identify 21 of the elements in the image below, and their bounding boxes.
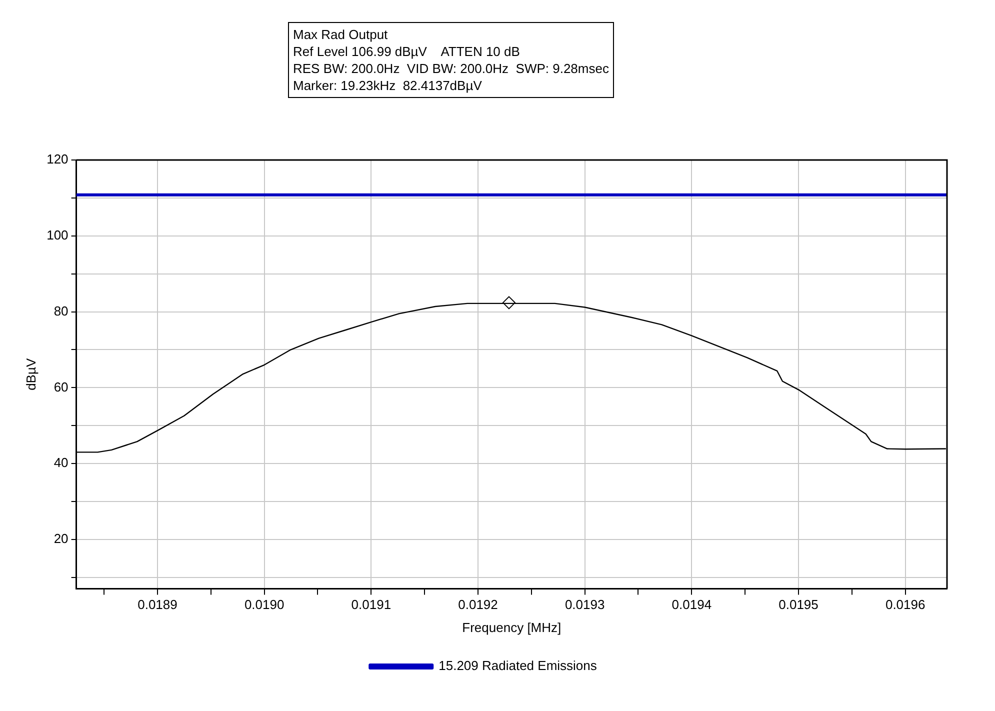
text: Ref Level 106.99 dBµV ATTEN 10 dB bbox=[293, 43, 521, 60]
x-axis-title: Frequency [MHz] bbox=[462, 620, 562, 635]
text: Max Rad Output bbox=[293, 26, 389, 43]
x-tick-label: 0.0192 bbox=[458, 597, 498, 612]
x-tick-label: 0.0194 bbox=[672, 597, 712, 612]
y-tick-label: 120 bbox=[46, 152, 68, 167]
y-tick-label: 80 bbox=[54, 303, 68, 318]
y-tick-label: 100 bbox=[46, 227, 68, 242]
text: RES BW: 200.0Hz VID BW: 200.0Hz SWP: 9.28msec bbox=[293, 60, 609, 77]
x-tick-label: 0.0196 bbox=[885, 597, 926, 612]
y-tick-label: 40 bbox=[54, 455, 68, 470]
y-tick-label: 20 bbox=[54, 531, 68, 546]
x-tick-label: 0.0193 bbox=[564, 597, 605, 612]
x-tick-label: 0.0189 bbox=[138, 597, 178, 612]
y-axis-title: dBµV bbox=[23, 358, 38, 390]
x-tick-label: 0.0195 bbox=[778, 597, 818, 612]
legend-label: 15.209 Radiated Emissions bbox=[438, 658, 598, 674]
text: Marker: 19.23kHz 82.4137dBµV bbox=[293, 77, 483, 94]
x-tick-label: 0.0191 bbox=[351, 597, 392, 612]
x-tick-label: 0.0190 bbox=[244, 597, 284, 612]
y-tick-label: 60 bbox=[54, 379, 68, 394]
